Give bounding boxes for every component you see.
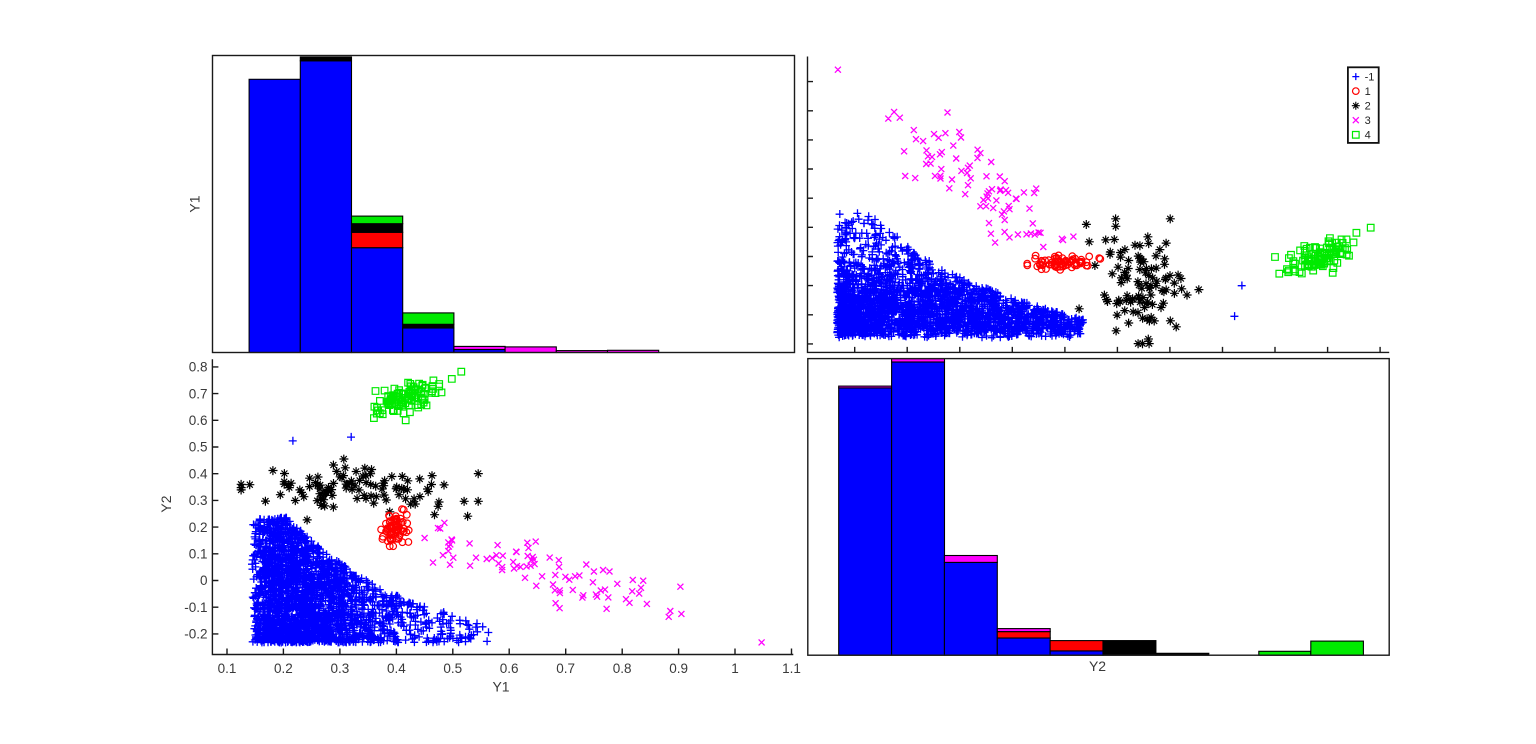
svg-text:0.6: 0.6 [500,661,519,676]
svg-text:0.8: 0.8 [189,360,208,375]
svg-text:0.4: 0.4 [387,661,406,676]
svg-text:-1: -1 [1365,72,1375,84]
svg-text:0.7: 0.7 [556,661,575,676]
svg-text:4: 4 [1365,130,1371,142]
svg-text:0.8: 0.8 [613,661,632,676]
svg-text:-0.2: -0.2 [184,627,207,642]
svg-text:1.1: 1.1 [782,661,801,676]
svg-text:0.4: 0.4 [189,466,208,481]
svg-text:0.1: 0.1 [189,547,208,562]
svg-text:Y1: Y1 [492,679,509,695]
svg-text:1: 1 [1365,86,1371,98]
svg-text:Y2: Y2 [1089,658,1106,674]
svg-text:0.5: 0.5 [189,440,208,455]
svg-text:0.3: 0.3 [189,493,208,508]
svg-text:0: 0 [200,573,208,588]
svg-text:-0.1: -0.1 [184,600,207,615]
svg-text:0.7: 0.7 [189,386,208,401]
svg-text:Y2: Y2 [158,495,174,512]
svg-text:0.1: 0.1 [218,661,237,676]
svg-text:0.9: 0.9 [669,661,688,676]
svg-text:3: 3 [1365,115,1371,127]
svg-text:Y1: Y1 [187,195,203,212]
svg-text:0.2: 0.2 [274,661,293,676]
svg-text:0.2: 0.2 [189,520,208,535]
svg-text:0.3: 0.3 [331,661,350,676]
svg-text:1: 1 [731,661,739,676]
svg-text:2: 2 [1365,101,1371,113]
svg-text:0.5: 0.5 [443,661,462,676]
svg-text:0.6: 0.6 [189,413,208,428]
